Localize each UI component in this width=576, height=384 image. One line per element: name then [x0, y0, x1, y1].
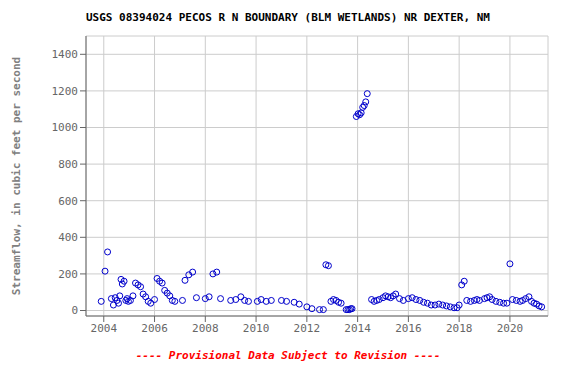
svg-text:2006: 2006: [141, 322, 168, 335]
svg-text:2018: 2018: [446, 322, 473, 335]
svg-text:2020: 2020: [497, 322, 524, 335]
svg-text:800: 800: [58, 158, 78, 171]
svg-text:2010: 2010: [243, 322, 270, 335]
svg-text:2014: 2014: [344, 322, 371, 335]
svg-text:Streamflow, in cubic feet per: Streamflow, in cubic feet per second: [10, 57, 23, 295]
html-text:USGS 08394024 PECOS R N BOUNDA: USGS 08394024 PECOS R N BOUNDARY (BLM WE…: [86, 11, 490, 24]
svg-text:2016: 2016: [395, 322, 422, 335]
html-text:---- Provisional Data Subject: ---- Provisional Data Subject to Revisio…: [135, 349, 441, 362]
svg-text:2012: 2012: [294, 322, 321, 335]
svg-text:400: 400: [58, 231, 78, 244]
svg-text:1000: 1000: [52, 121, 79, 134]
svg-text:2004: 2004: [91, 322, 118, 335]
svg-text:600: 600: [58, 195, 78, 208]
svg-text:0: 0: [71, 304, 78, 317]
svg-text:2008: 2008: [192, 322, 219, 335]
svg-text:1200: 1200: [52, 85, 79, 98]
svg-text:200: 200: [58, 268, 78, 281]
svg-text:1400: 1400: [52, 48, 79, 61]
